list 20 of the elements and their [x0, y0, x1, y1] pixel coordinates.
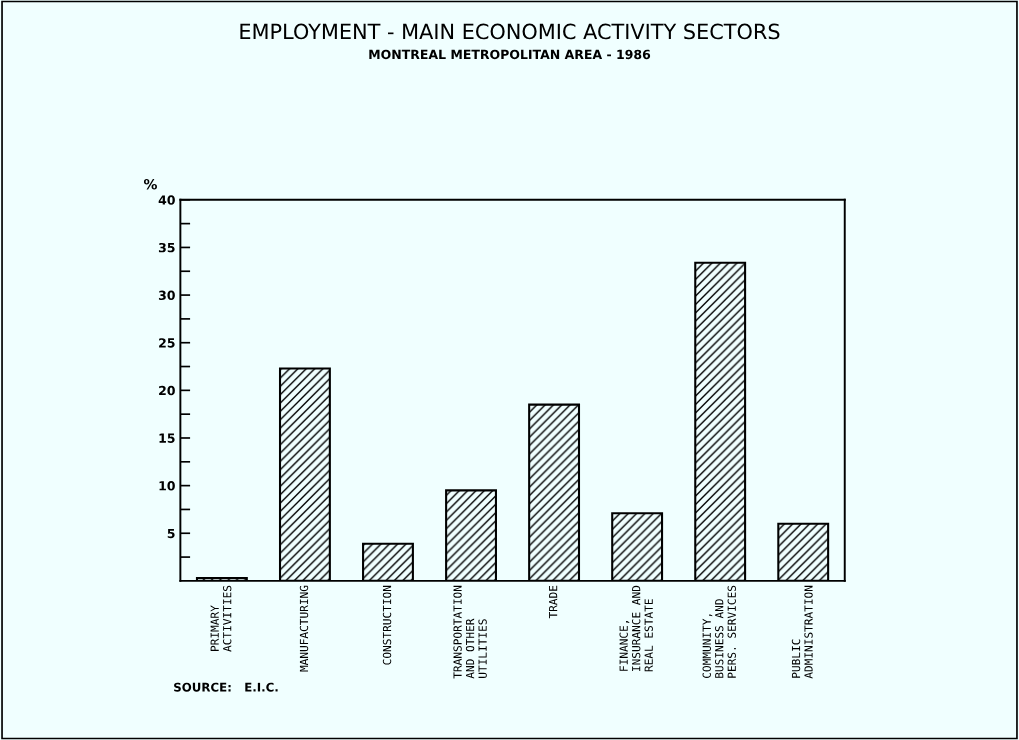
- chart-subtitle: MONTREAL METROPOLITAN AREA - 1986: [369, 49, 651, 60]
- x-tick-label: CONSTRUCTION: [382, 585, 392, 665]
- x-tick-label: PRIMARY ACTIVITIES: [210, 585, 232, 652]
- x-tick-label: TRADE: [549, 585, 558, 619]
- chart-title: EMPLOYMENT - MAIN ECONOMIC ACTIVITY SECTORS: [240, 23, 780, 40]
- x-tick-label: TRANSPORTATION AND OTHER UTILITIES: [453, 585, 487, 679]
- y-axis-title: %: [143, 178, 157, 190]
- y-tick-label: 5: [167, 528, 175, 539]
- x-tick-label: FINANCE, INSURANCE AND REAL ESTATE: [619, 585, 653, 672]
- source-note: SOURCE: E.I.C.: [174, 682, 278, 692]
- y-tick-label: 10: [159, 481, 175, 491]
- x-tick-label: COMMUNITY, BUSINESS AND PERS. SERVICES: [702, 585, 736, 678]
- y-tick-label: 30: [158, 290, 175, 300]
- x-tick-label: MANUFACTURING: [299, 585, 309, 672]
- y-tick-label: 20: [159, 385, 175, 396]
- y-tick-label: 15: [159, 433, 175, 443]
- y-tick-label: 40: [158, 195, 175, 205]
- y-tick-label: 25: [159, 338, 175, 348]
- y-tick-label: 35: [158, 242, 175, 253]
- x-tick-label: PUBLIC ADMINISTRATION: [791, 585, 813, 679]
